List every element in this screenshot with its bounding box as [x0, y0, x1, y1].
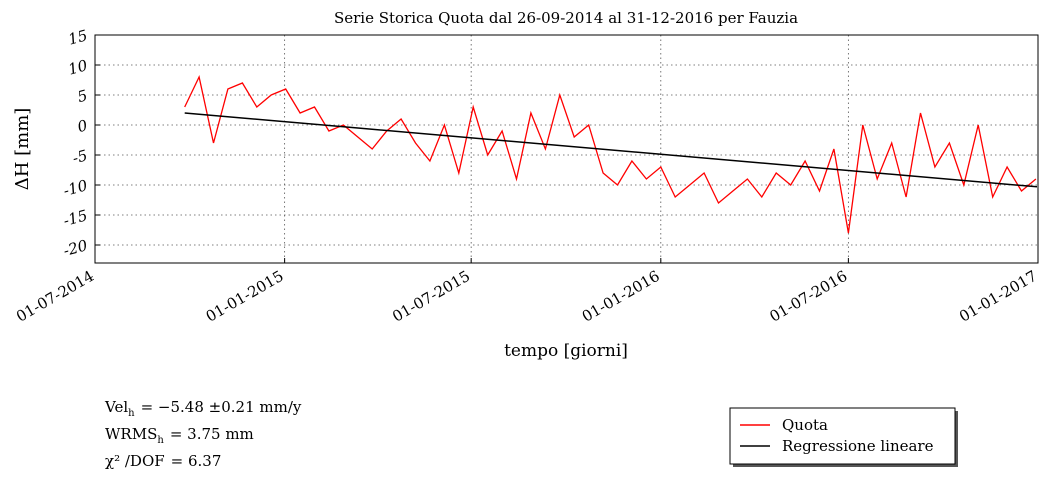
stat-value: = 3.75 mm — [170, 425, 254, 443]
stat-sub: h — [157, 435, 164, 446]
x-tick-label: 01-01-2017 — [956, 267, 1040, 326]
y-tick-label: 5 — [75, 86, 89, 106]
stat-text: χ² /DOF = 6.37 — [105, 452, 221, 470]
y-tick-label: 0 — [75, 116, 89, 136]
y-tick-label: -5 — [71, 146, 90, 167]
x-tick-label: 01-07-2014 — [13, 267, 97, 326]
y-tick-label: -10 — [61, 176, 89, 200]
stat-value: = 6.37 — [171, 452, 222, 470]
y-tick-label: -20 — [61, 236, 89, 260]
series-line — [184, 112, 1038, 188]
x-tick-label: 01-07-2016 — [766, 267, 850, 326]
legend-label: Quota — [782, 416, 828, 434]
x-tick-label: 01-07-2015 — [389, 267, 473, 326]
stat-value: = −5.48 ±0.21 mm/y — [141, 398, 302, 416]
stat-label: Vel — [104, 398, 128, 416]
y-tick-label: -15 — [61, 206, 89, 230]
series-line — [184, 75, 1037, 234]
stat-sub: h — [128, 408, 135, 419]
x-axis-label: tempo [giorni] — [504, 341, 628, 361]
chart-title: Serie Storica Quota dal 26-09-2014 al 31… — [334, 9, 798, 27]
legend-box — [729, 407, 956, 465]
y-tick-label: 10 — [66, 56, 90, 78]
stat-text: WRMSh = 3.75 mm — [105, 425, 254, 446]
stat-label: χ² /DOF — [105, 452, 165, 470]
x-tick-label: 01-01-2015 — [203, 267, 287, 326]
stat-label: WRMS — [105, 425, 157, 443]
plot-frame — [94, 34, 1039, 264]
x-tick-label: 01-01-2016 — [579, 267, 663, 326]
stat-text: Velh = −5.48 ±0.21 mm/y — [104, 398, 302, 419]
legend-label: Regressione lineare — [782, 437, 934, 455]
y-axis-label: ΔH [mm] — [12, 108, 33, 191]
y-tick-label: 15 — [66, 26, 89, 48]
